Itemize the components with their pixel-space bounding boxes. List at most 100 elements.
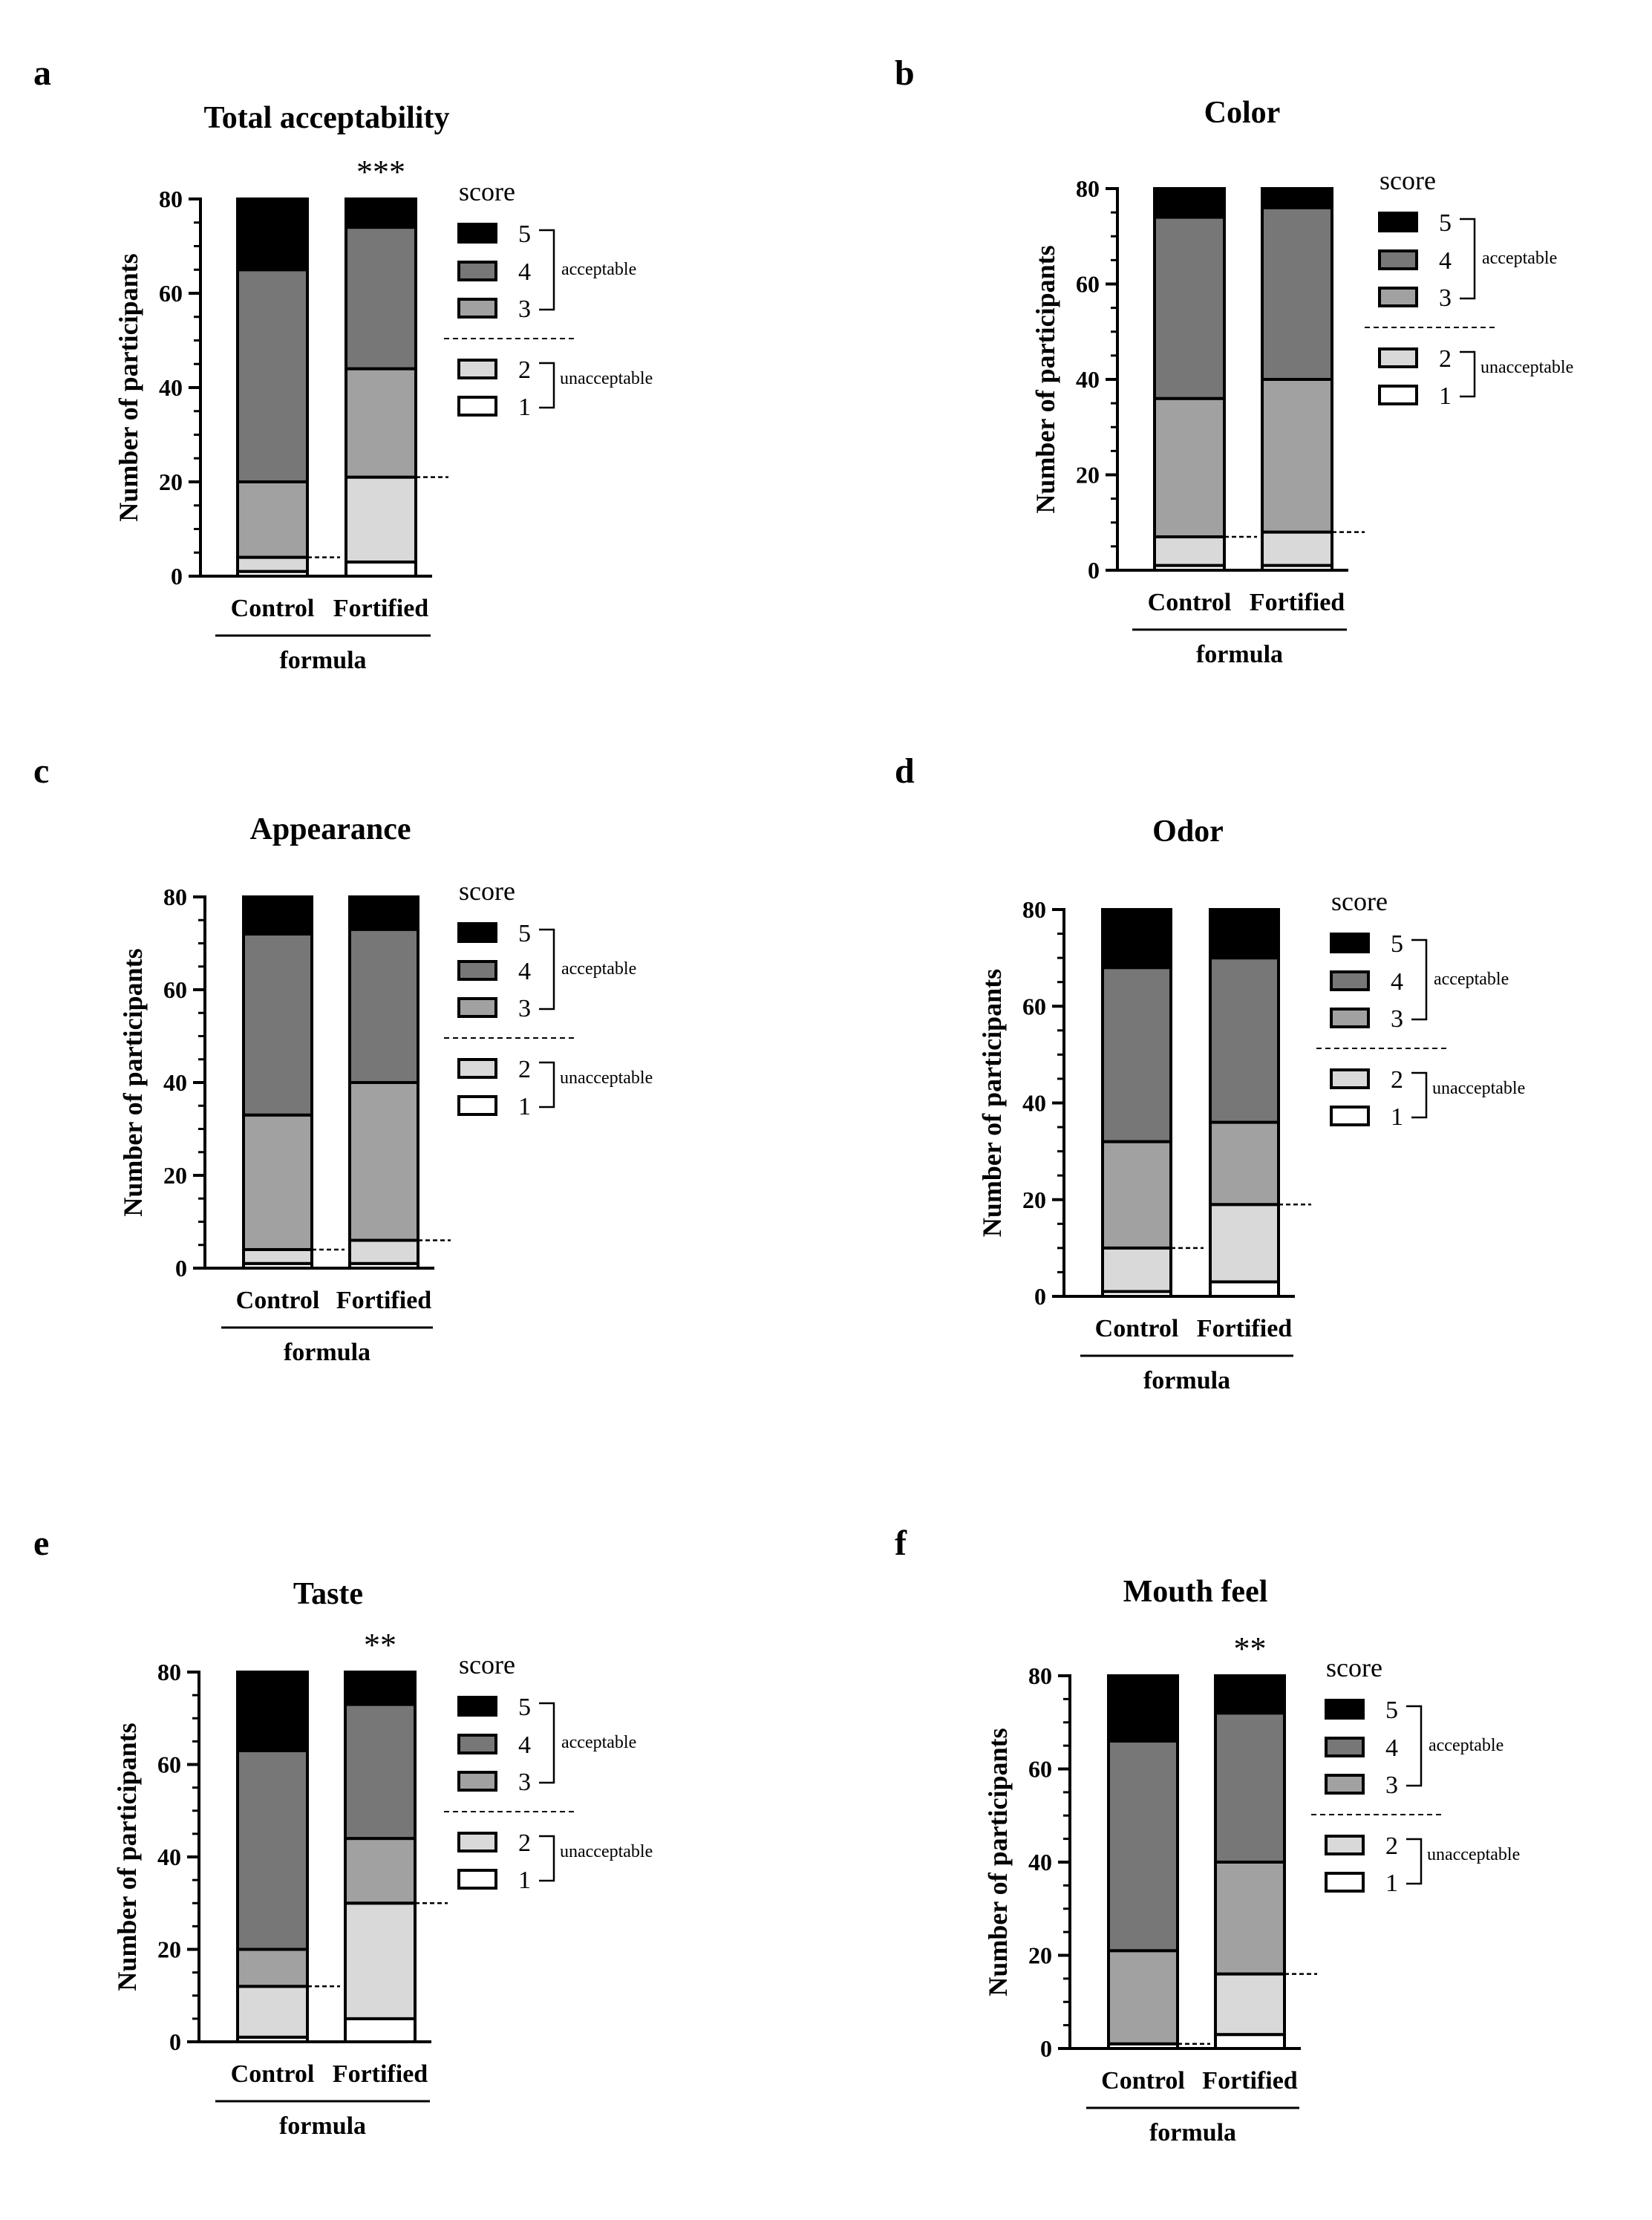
- legend-swatch-score-5: [1325, 1699, 1365, 1720]
- legend-label-score-1: 1: [1391, 1103, 1403, 1131]
- legend-label-score-5: 5: [1391, 930, 1403, 958]
- y-tick-label: 80: [1076, 175, 1100, 202]
- y-axis-title: Number of participants: [977, 969, 1007, 1237]
- legend-swatch-score-4: [457, 1734, 497, 1754]
- legend-label-score-2: 2: [518, 1829, 531, 1857]
- y-axis-title: Number of participants: [1031, 245, 1060, 513]
- legend-swatch-score-5: [457, 223, 497, 244]
- legend-swatch-score-2: [457, 1832, 497, 1852]
- legend-swatch-score-5: [457, 922, 497, 943]
- bar-segment-score-2: [1261, 530, 1333, 567]
- y-tick-label: 60: [1076, 271, 1100, 298]
- bar-segment-score-4: [242, 933, 313, 1117]
- bar-segment-score-2: [1209, 1203, 1280, 1284]
- legend-label-score-2: 2: [518, 356, 531, 384]
- x-category-label: Control: [1095, 1315, 1179, 1342]
- legend-label-score-4: 4: [1391, 968, 1403, 996]
- legend-label-score-2: 2: [1439, 345, 1452, 373]
- panel-c: c Appearance 0 20 40 60 80 Number of participan…: [33, 751, 653, 1366]
- y-tick-label: 80: [163, 884, 187, 910]
- legend-swatch-score-2: [1325, 1835, 1365, 1855]
- legend-label-score-4: 4: [518, 958, 531, 985]
- bar-segment-score-4: [1261, 206, 1333, 382]
- bar-segment-score-2: [242, 1248, 313, 1265]
- unacceptable-bracket: [1460, 350, 1476, 398]
- bar-segment-score-2: [1153, 535, 1226, 567]
- bar-segment-score-3: [1209, 1120, 1280, 1207]
- legend-swatch-score-3: [1378, 287, 1418, 307]
- y-tick-label: 0: [1040, 2035, 1052, 2062]
- acceptable-bracket: [539, 928, 555, 1011]
- x-group-label: formula: [1143, 1367, 1230, 1394]
- unacceptable-label: unacceptable: [560, 1842, 653, 1861]
- panel-letter: e: [33, 1524, 49, 1563]
- bar-segment-score-3: [348, 1081, 419, 1242]
- significance-marker: **: [364, 1627, 396, 1663]
- y-tick-label: 40: [163, 1069, 187, 1096]
- bar-segment-score-1: [345, 560, 417, 578]
- legend-label-score-4: 4: [518, 258, 531, 286]
- legend-label-score-3: 3: [518, 1769, 531, 1796]
- legend-label-score-4: 4: [1385, 1734, 1398, 1762]
- bar-segment-score-5: [1101, 908, 1172, 970]
- x-group-label: formula: [279, 2112, 366, 2140]
- bar-segment-score-4: [236, 1749, 309, 1951]
- y-tick-label: 60: [163, 976, 187, 1003]
- legend-label-score-2: 2: [1385, 1832, 1398, 1860]
- legend-label-score-5: 5: [1385, 1697, 1398, 1724]
- legend-label-score-1: 1: [1385, 1870, 1398, 1897]
- panel-a: a Total acceptability 0 20 40 60 80 Number of p…: [33, 53, 653, 674]
- unacceptable-bracket: [539, 1835, 555, 1882]
- legend-swatch-score-1: [457, 1095, 497, 1116]
- bar-segment-score-4: [1101, 966, 1172, 1143]
- bar-segment-score-5: [236, 1671, 309, 1752]
- acceptable-label: acceptable: [1429, 1736, 1504, 1755]
- legend-swatch-score-3: [457, 298, 497, 319]
- panel-d: d Odor 0 20 40 60 80 Number of participants Cont…: [895, 751, 1525, 1394]
- chart-title: Total acceptability: [204, 101, 450, 135]
- bar-segment-score-5: [1214, 1674, 1286, 1715]
- significance-marker: ***: [356, 154, 405, 190]
- bar-segment-score-4: [1214, 1711, 1286, 1864]
- unacceptable-bracket: [539, 362, 555, 409]
- y-tick-label: 40: [159, 374, 183, 401]
- legend-swatch-score-2: [1330, 1068, 1370, 1089]
- x-category-label: Control: [1101, 2067, 1185, 2095]
- legend-swatch-score-1: [1330, 1106, 1370, 1126]
- y-tick-label: 80: [1022, 896, 1046, 923]
- legend-swatch-score-1: [1378, 385, 1418, 405]
- bar-segment-score-4: [236, 268, 309, 483]
- y-tick-label: 20: [1076, 462, 1100, 489]
- chart-title: Taste: [293, 1577, 363, 1611]
- x-category-label: Control: [1148, 589, 1232, 616]
- bar-segment-score-5: [348, 895, 419, 931]
- bar-segment-score-2: [1101, 1246, 1172, 1293]
- y-tick-label: 40: [1028, 1849, 1052, 1875]
- y-tick-label: 80: [1028, 1662, 1052, 1689]
- legend-swatch-score-5: [1330, 933, 1370, 953]
- x-category-label: Control: [236, 1287, 320, 1314]
- y-tick-label: 0: [169, 2028, 181, 2055]
- bar-segment-score-2: [345, 475, 417, 564]
- unacceptable-label: unacceptable: [560, 369, 653, 388]
- x-category-label: Control: [231, 595, 315, 622]
- legend-label-score-4: 4: [518, 1731, 531, 1759]
- unacceptable-label: unacceptable: [1432, 1079, 1525, 1098]
- legend-label-score-3: 3: [1439, 284, 1452, 312]
- bar-segment-score-3: [345, 367, 417, 479]
- chart-title: Appearance: [250, 812, 411, 846]
- bar-segment-score-5: [1261, 187, 1333, 209]
- y-tick-label: 0: [1034, 1283, 1046, 1310]
- legend-swatch-score-3: [457, 1771, 497, 1792]
- legend-label-score-5: 5: [518, 221, 531, 248]
- x-category-label: Fortified: [1197, 1315, 1292, 1342]
- unacceptable-bracket: [1411, 1071, 1428, 1119]
- legend-swatch-score-3: [1330, 1008, 1370, 1028]
- bar-segment-score-2: [236, 555, 309, 573]
- x-group-label: formula: [1196, 641, 1283, 668]
- bar-segment-score-4: [345, 226, 417, 370]
- y-tick-label: 20: [1022, 1186, 1046, 1213]
